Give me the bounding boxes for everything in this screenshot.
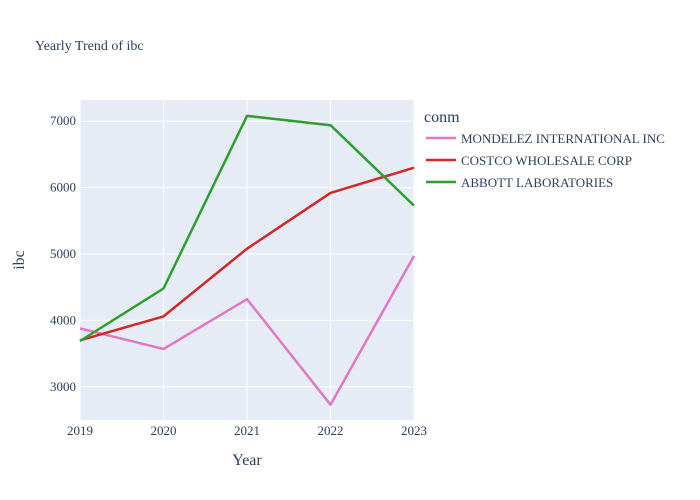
series-line-0 (79, 255, 416, 406)
x-tick-label: 2019 (67, 423, 93, 438)
x-tick-label: 2021 (234, 423, 260, 438)
y-tick-label: 7000 (50, 113, 76, 128)
x-tick-label: 2022 (318, 423, 344, 438)
y-tick-label: 3000 (50, 379, 76, 394)
chart-title: Yearly Trend of ibc (35, 39, 144, 54)
legend: MONDELEZ INTERNATIONAL INC COSTCO WHOLESA… (426, 131, 665, 190)
legend-label: ABBOTT LABORATORIES (461, 175, 613, 190)
x-axis-title: Year (232, 452, 262, 469)
y-axis-title: ibc (11, 250, 28, 270)
gridlines (79, 100, 415, 420)
y-tick-label: 6000 (50, 180, 76, 195)
y-axis-ticks: 3000 4000 5000 6000 7000 (50, 113, 76, 394)
x-tick-label: 2020 (151, 423, 177, 438)
series-line-1 (79, 166, 415, 342)
legend-label: MONDELEZ INTERNATIONAL INC (461, 131, 665, 146)
legend-label: COSTCO WHOLESALE CORP (461, 153, 632, 168)
series-layer (79, 114, 416, 406)
legend-title: conm (424, 109, 460, 126)
x-axis-ticks: 2019 2020 2021 2022 2023 (67, 423, 427, 438)
x-tick-label: 2023 (401, 423, 427, 438)
y-tick-label: 5000 (50, 246, 76, 261)
y-tick-label: 4000 (50, 312, 76, 327)
series-line-2 (79, 114, 415, 343)
